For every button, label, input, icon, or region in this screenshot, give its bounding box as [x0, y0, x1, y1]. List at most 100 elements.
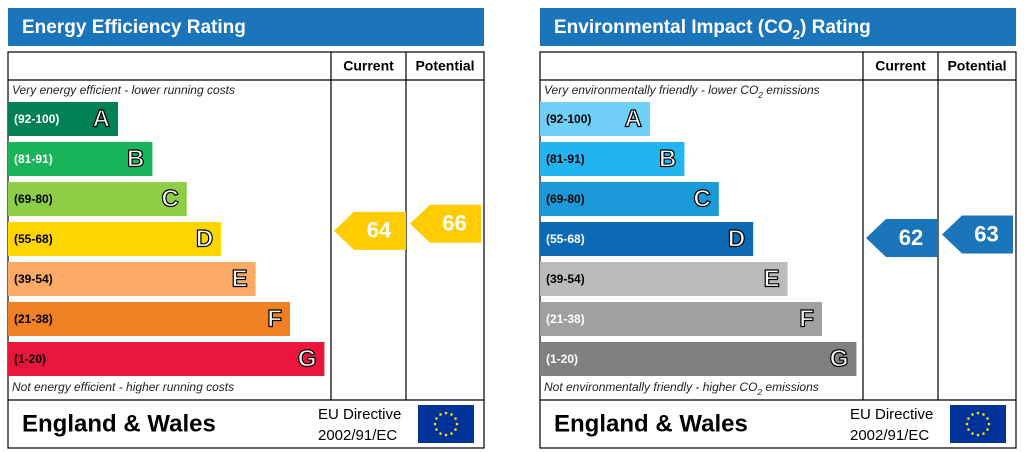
- eu-star: [967, 428, 970, 431]
- band-range: (92-100): [546, 112, 591, 126]
- top-note-part: Very energy efficient - lower running co…: [12, 83, 235, 97]
- top-note: Very environmentally friendly - lower CO…: [544, 83, 820, 100]
- eu-star: [987, 422, 991, 426]
- column-header: Potential: [415, 58, 474, 74]
- band-letter: G: [298, 345, 317, 372]
- band-bar: [8, 302, 290, 336]
- eu-flag: [950, 405, 1006, 443]
- rating-value: 66: [442, 211, 466, 236]
- title-bar: [8, 8, 484, 46]
- band-range: (39-54): [14, 272, 53, 286]
- rating-arrow: [410, 204, 481, 243]
- eu-star: [444, 411, 448, 415]
- eu-star: [454, 428, 457, 431]
- band-bar: [8, 222, 222, 256]
- top-note-part: Very environmentally friendly - lower CO: [544, 83, 758, 97]
- panel-title-part: Environmental Impact (CO: [554, 17, 793, 38]
- column-header: Potential: [947, 58, 1006, 74]
- panel-title-part: 2: [793, 27, 800, 42]
- top-note-part: 2: [757, 90, 763, 100]
- band-range: (21-38): [546, 312, 585, 326]
- top-note: Very energy efficient - lower running co…: [12, 83, 235, 97]
- eu-star: [971, 413, 974, 416]
- band-letter: A: [93, 105, 110, 132]
- region: England & Wales: [22, 410, 216, 437]
- band-letter: D: [196, 225, 213, 252]
- panel-title-part: ) Rating: [800, 17, 871, 38]
- directive: 2002/91/EC: [318, 427, 397, 444]
- eu-star: [982, 432, 985, 435]
- eu-star: [971, 432, 974, 435]
- band-bar: [540, 342, 857, 376]
- band-letter: G: [830, 345, 849, 372]
- eu-flag: [418, 405, 474, 443]
- rating-arrow: [334, 211, 406, 250]
- eu-star: [435, 428, 438, 431]
- eu-star: [450, 432, 453, 435]
- eu-flag-bg: [950, 405, 1006, 443]
- bottom-note: Not environmentally friendly - higher CO…: [544, 380, 819, 397]
- band-letter: C: [161, 185, 178, 212]
- eu-star: [444, 433, 448, 437]
- directive: EU Directive: [318, 406, 401, 423]
- eu-star: [439, 432, 442, 435]
- band-letter: C: [693, 185, 710, 212]
- band-bar: [540, 182, 719, 216]
- column-header: Current: [875, 58, 926, 74]
- band-letter: E: [764, 265, 780, 292]
- title-bar: [540, 8, 1016, 46]
- bottom-note-part: Not energy efficient - higher running co…: [12, 380, 234, 394]
- band-range: (55-68): [14, 232, 53, 246]
- band-bar: [540, 102, 650, 136]
- bottom-note: Not energy efficient - higher running co…: [12, 380, 234, 394]
- eu-star: [965, 422, 969, 426]
- band-letter: D: [728, 225, 745, 252]
- eu-star: [976, 411, 980, 415]
- top-note-part: emissions: [763, 83, 820, 97]
- band-range: (55-68): [546, 232, 585, 246]
- band-bar: [540, 302, 822, 336]
- band-range: (39-54): [546, 272, 585, 286]
- band-range: (1-20): [546, 352, 578, 366]
- band-letter: F: [267, 305, 282, 332]
- region: England & Wales: [554, 410, 748, 437]
- band-letter: B: [659, 145, 676, 172]
- band-bar: [8, 262, 256, 296]
- band-range: (92-100): [14, 112, 59, 126]
- eu-star: [435, 417, 438, 420]
- bottom-note-part: emissions: [762, 380, 819, 394]
- eu-star: [454, 417, 457, 420]
- band-range: (69-80): [546, 192, 585, 206]
- column-header: Current: [343, 58, 394, 74]
- bottom-note-part: Not environmentally friendly - higher CO: [544, 380, 757, 394]
- eu-star: [439, 413, 442, 416]
- panel-title: Environmental Impact (CO2) Rating: [554, 17, 871, 42]
- rating-value: 63: [974, 221, 998, 246]
- band-letter: A: [625, 105, 642, 132]
- band-bar: [540, 142, 685, 176]
- band-bar: [8, 142, 153, 176]
- eu-flag-bg: [418, 405, 474, 443]
- rating-value: 64: [367, 218, 392, 243]
- band-bar: [8, 102, 118, 136]
- band-bar: [540, 262, 788, 296]
- band-range: (81-91): [546, 152, 585, 166]
- eu-star: [967, 417, 970, 420]
- eu-star: [433, 422, 437, 426]
- rating-arrow: [866, 219, 938, 258]
- band-letter: E: [232, 265, 248, 292]
- directive: 2002/91/EC: [850, 427, 929, 444]
- eu-star: [986, 417, 989, 420]
- eu-star: [455, 422, 459, 426]
- band-bar: [540, 222, 754, 256]
- band-letter: F: [799, 305, 814, 332]
- band-letter: B: [127, 145, 144, 172]
- eu-star: [986, 428, 989, 431]
- panel-title-part: Energy Efficiency Rating: [22, 17, 246, 38]
- band-bar: [8, 342, 325, 376]
- eu-star: [976, 433, 980, 437]
- directive: EU Directive: [850, 406, 933, 423]
- band-range: (1-20): [14, 352, 46, 366]
